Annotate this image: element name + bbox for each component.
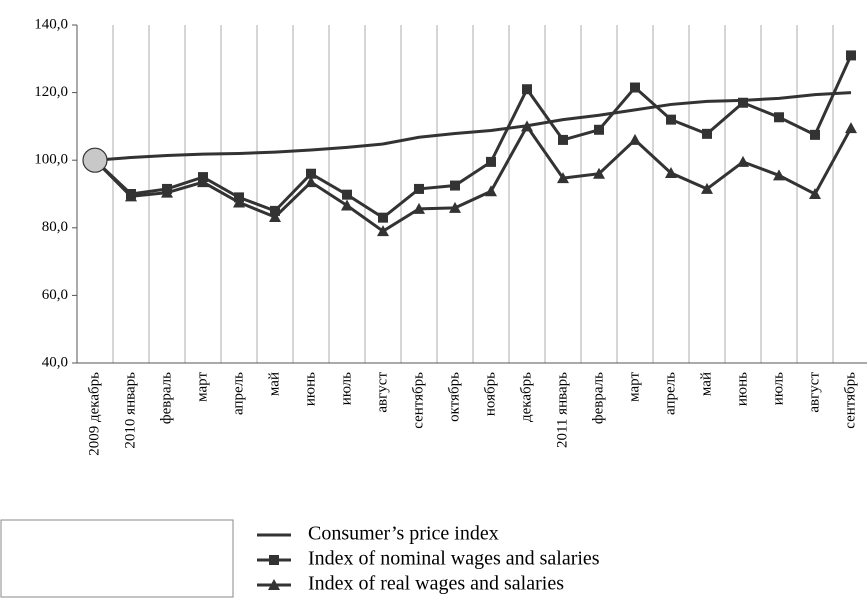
marker [521,120,533,132]
legend-label: Consumer’s price index [308,523,499,545]
marker [414,183,424,194]
series-line [93,54,853,220]
y-tick-label: 140,0 [34,16,68,32]
x-tick-label: 2010 январь [122,372,138,449]
x-tick-label: ноябрь [482,372,498,416]
marker [774,112,784,123]
marker [485,185,497,197]
x-tick-label: июнь [734,372,750,406]
x-tick-label: август [806,372,822,413]
marker [666,114,676,125]
marker [701,182,713,194]
marker [809,188,821,199]
x-tick-label: апрель [230,372,246,415]
start-marker [82,147,108,173]
x-tick-label: август [374,372,390,413]
marker [377,225,389,237]
x-tick-label: февраль [158,372,174,424]
legend-box [0,519,234,598]
marker [738,97,748,108]
marker [593,167,605,179]
marker [486,156,496,167]
y-tick-label: 120,0 [34,84,68,100]
marker [197,176,209,188]
marker [378,212,388,223]
marker [630,82,640,93]
marker [342,189,352,200]
marker [845,122,857,134]
marker [810,129,820,140]
marker [413,202,425,214]
y-tick-label: 80,0 [42,219,68,235]
marker [306,168,316,179]
x-tick-label: июль [338,372,354,405]
marker [450,180,460,191]
x-tick-label: март [626,372,642,402]
marker [846,50,856,61]
legend-marker [268,579,280,590]
x-tick-label: сентябрь [410,372,426,429]
marker [305,176,317,188]
x-tick-label: декабрь [518,372,534,422]
legend-label: Index of real wages and salaries [308,573,564,595]
marker [665,167,677,179]
marker [341,199,353,211]
series-line [94,91,852,162]
legend-marker [269,555,279,565]
marker [233,196,245,208]
x-tick-label: июнь [302,372,318,406]
marker [270,205,280,216]
x-tick-label: апрель [662,372,678,415]
marker [773,169,785,181]
x-tick-label: март [194,372,210,402]
marker [522,84,532,95]
marker [269,210,281,222]
x-tick-label: февраль [590,372,606,424]
legend-label: Index of nominal wages and salaries [308,548,600,570]
marker [594,124,604,135]
x-tick-label: май [698,372,714,396]
y-tick-label: 100,0 [34,152,68,168]
marker [629,133,641,145]
x-tick-label: 2011 январь [554,372,570,448]
y-tick-label: 60,0 [42,287,68,303]
marker [737,155,749,167]
marker [125,190,137,202]
marker [161,186,173,198]
x-tick-label: октябрь [446,372,462,422]
marker [449,201,461,213]
x-tick-label: 2009 декабрь [86,372,102,456]
y-tick-label: 40,0 [42,354,68,370]
x-tick-label: май [266,372,282,396]
x-tick-label: июль [770,372,786,405]
x-tick-label: сентябрь [842,372,858,429]
marker [557,172,569,184]
marker [702,128,712,139]
series-line [93,123,853,233]
marker [558,134,568,145]
